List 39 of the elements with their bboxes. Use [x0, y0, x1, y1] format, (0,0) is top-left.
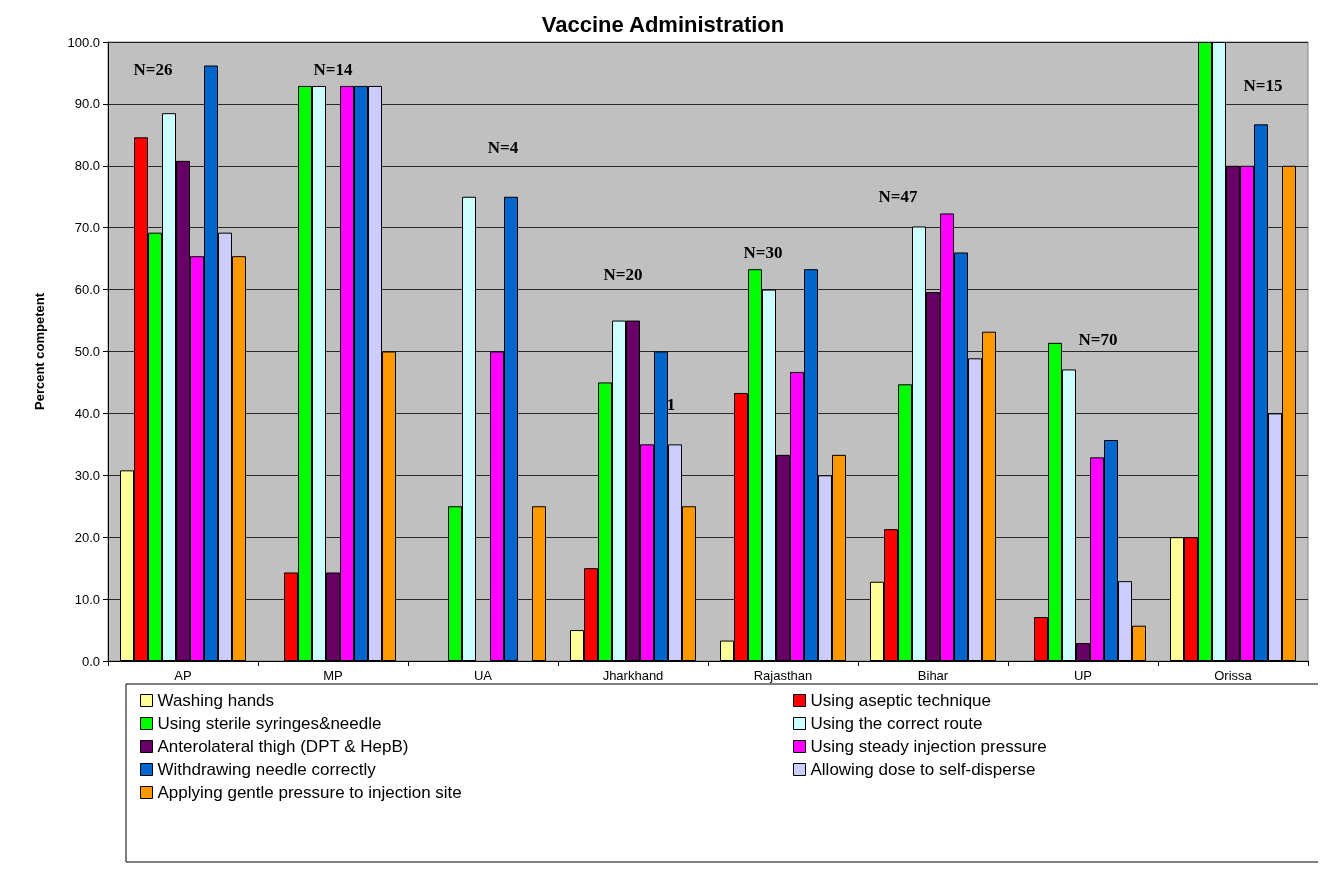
y-tick-label: 60.0 — [74, 282, 100, 298]
chart-title: Vaccine Administration — [541, 11, 785, 37]
x-tick-label: MP — [323, 668, 343, 683]
x-tick-label: Jharkhand — [602, 668, 664, 683]
legend-label: Using the correct route — [810, 714, 983, 733]
annotation: 1 — [666, 394, 676, 414]
legend-label: Withdrawing needle correctly — [157, 760, 377, 779]
annotation: N=30 — [743, 242, 783, 262]
y-tick-label: 100.0 — [67, 34, 100, 50]
annotation: N=15 — [1243, 75, 1283, 95]
y-tick-label: 90.0 — [74, 96, 100, 112]
x-tick-label: AP — [174, 668, 192, 683]
x-tick-label: UP — [1073, 668, 1093, 683]
y-axis-title: Percent competent — [32, 292, 47, 411]
legend-label: Anterolateral thigh (DPT & HepB) — [157, 737, 409, 756]
legend-label: Using aseptic technique — [810, 691, 992, 710]
annotation: N=26 — [133, 60, 173, 80]
x-tick-label: Bihar — [917, 668, 949, 683]
legend-label: Washing hands — [157, 691, 275, 710]
y-tick-label: 10.0 — [74, 591, 100, 607]
annotation: N=70 — [1078, 329, 1118, 349]
y-tick-label: 80.0 — [74, 158, 100, 174]
legend-label: Applying gentle pressure to injection site — [157, 783, 462, 802]
y-tick-label: 0.0 — [81, 653, 100, 669]
y-tick-label: 50.0 — [74, 344, 100, 359]
y-tick-label: 70.0 — [74, 220, 100, 236]
annotation: N=47 — [878, 187, 918, 207]
legend-label: Using steady injection pressure — [810, 737, 1047, 756]
legend-label: Using sterile syringes&needle — [157, 714, 382, 733]
x-tick-label: Rajasthan — [753, 668, 813, 683]
annotation: N=14 — [313, 60, 353, 80]
y-tick-label: 40.0 — [74, 405, 100, 421]
annotation: N=4 — [487, 137, 519, 157]
annotation: N=20 — [603, 264, 643, 284]
x-tick-label: Orissa — [1214, 668, 1253, 683]
x-tick-label: UA — [473, 668, 493, 683]
legend-label: Allowing dose to self-disperse — [810, 760, 1036, 779]
y-tick-label: 20.0 — [74, 529, 100, 545]
y-tick-label: 30.0 — [74, 467, 100, 483]
